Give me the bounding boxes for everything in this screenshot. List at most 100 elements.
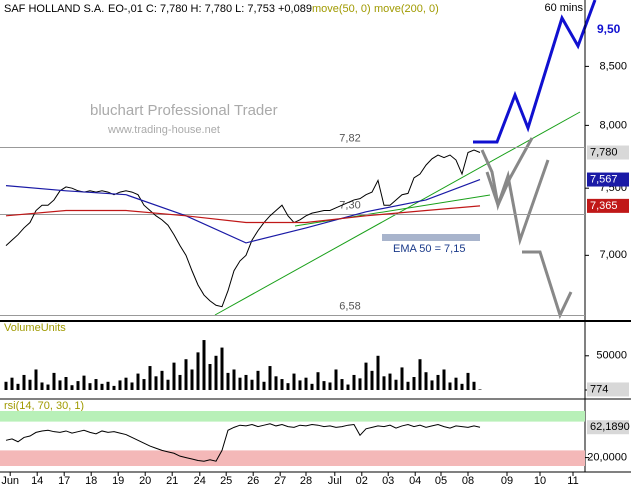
volume-bar bbox=[88, 383, 92, 390]
volume-bar bbox=[100, 383, 104, 390]
volume-bar bbox=[262, 381, 266, 390]
volume-bar bbox=[280, 379, 284, 390]
x-tick-label: Jun bbox=[1, 475, 19, 487]
y-tick-label: 50000 bbox=[596, 350, 627, 362]
oversold-band bbox=[0, 450, 585, 466]
volume-bar bbox=[64, 377, 68, 390]
last-value-box bbox=[587, 198, 629, 213]
volume-bar bbox=[214, 355, 218, 390]
annotation: 9,50 bbox=[597, 22, 621, 36]
volume-bar bbox=[394, 379, 398, 390]
y-tick-label: 20,0000 bbox=[587, 452, 627, 464]
legend-entry: move(50, 0) bbox=[312, 3, 371, 15]
projection bbox=[522, 250, 573, 320]
trend-line bbox=[294, 194, 491, 227]
x-tick-label: 19 bbox=[112, 475, 124, 487]
volume-bar bbox=[118, 380, 122, 390]
volume-bar bbox=[178, 374, 182, 390]
volume-bar bbox=[286, 383, 290, 390]
last-value-label: 62,1890 bbox=[590, 421, 630, 433]
volume-bar bbox=[184, 359, 188, 390]
last-value-box bbox=[587, 382, 629, 397]
volume-bar bbox=[268, 366, 272, 390]
volume-bar bbox=[316, 372, 320, 390]
volume-bar bbox=[148, 366, 152, 390]
last-value-label: 774 bbox=[590, 383, 608, 395]
volume-bar bbox=[196, 352, 200, 390]
volume-bar bbox=[370, 370, 374, 390]
volume-bar bbox=[190, 369, 194, 390]
last-value-box bbox=[587, 172, 629, 187]
volume-bar bbox=[4, 381, 8, 390]
last-value-label: 7,780 bbox=[590, 146, 618, 158]
volume-bar bbox=[346, 384, 350, 390]
volume-bar bbox=[238, 377, 242, 390]
volume-bar bbox=[70, 385, 74, 390]
last-value-label: 7,365 bbox=[590, 200, 618, 212]
x-tick-label: 04 bbox=[409, 475, 421, 487]
volume-bar bbox=[244, 374, 248, 390]
x-tick-label: 24 bbox=[194, 475, 206, 487]
x-tick-label: 18 bbox=[85, 475, 97, 487]
watermark-url: www.trading-house.net bbox=[107, 124, 220, 136]
volume-bar bbox=[226, 372, 230, 390]
volume-bar bbox=[124, 377, 128, 390]
projection bbox=[473, 0, 597, 144]
volume-bar bbox=[424, 372, 428, 390]
volume-bar bbox=[256, 370, 260, 390]
x-tick-label: 21 bbox=[166, 475, 178, 487]
volume-bar bbox=[340, 379, 344, 390]
moving-average bbox=[5, 205, 481, 224]
x-tick-label: 09 bbox=[501, 475, 513, 487]
chart-subtitle: EO-,01 C: 7,780 H: 7,780 L: 7,753 +0,089 bbox=[108, 3, 312, 15]
volume-bar bbox=[208, 364, 212, 390]
volume-bar bbox=[442, 369, 446, 390]
last-value-label: 7,567 bbox=[590, 173, 618, 185]
volume-bar bbox=[454, 377, 458, 390]
overbought-band bbox=[0, 411, 585, 422]
volume-bar bbox=[58, 380, 62, 390]
volume-bar bbox=[310, 383, 314, 390]
volume-bar bbox=[166, 379, 170, 390]
volume-bar bbox=[364, 362, 368, 390]
volume-bar bbox=[352, 374, 356, 390]
legend-entry: move(200, 0) bbox=[374, 3, 439, 15]
last-value-box bbox=[587, 145, 629, 160]
x-tick-label: 26 bbox=[247, 475, 259, 487]
x-tick-label: Jul bbox=[328, 475, 342, 487]
annotation-bar bbox=[382, 234, 480, 241]
volume-bar bbox=[358, 378, 362, 390]
volume-bar bbox=[22, 374, 26, 390]
x-tick-label: 03 bbox=[382, 475, 394, 487]
volume-bar bbox=[478, 389, 482, 390]
volume-bar bbox=[382, 376, 386, 390]
volume-bar bbox=[388, 373, 392, 390]
volume-bar bbox=[418, 359, 422, 390]
x-tick-label: 17 bbox=[58, 475, 70, 487]
volume-bar bbox=[172, 362, 176, 390]
y-tick-label: 8,500 bbox=[599, 60, 627, 72]
volume-bar bbox=[334, 369, 338, 390]
level-label: 7,82 bbox=[339, 132, 360, 144]
x-tick-label: 27 bbox=[274, 475, 286, 487]
volume-bar bbox=[16, 383, 20, 390]
volume-bar bbox=[232, 369, 236, 390]
volume-bar bbox=[142, 379, 146, 390]
volume-bar bbox=[274, 376, 278, 390]
volume-bar bbox=[304, 377, 308, 390]
volume-bar bbox=[106, 381, 110, 390]
level-label: 7,30 bbox=[339, 199, 360, 211]
volume-bar bbox=[40, 382, 44, 390]
panel-title: VolumeUnits bbox=[4, 322, 66, 334]
volume-bar bbox=[298, 380, 302, 390]
x-tick-label: 14 bbox=[31, 475, 43, 487]
volume-bar bbox=[82, 375, 86, 390]
volume-bar bbox=[376, 355, 380, 390]
volume-bar bbox=[412, 377, 416, 390]
volume-bar bbox=[292, 373, 296, 390]
volume-bar bbox=[160, 370, 164, 390]
volume-bar bbox=[154, 376, 158, 390]
watermark: bluchart Professional Trader bbox=[90, 102, 278, 119]
